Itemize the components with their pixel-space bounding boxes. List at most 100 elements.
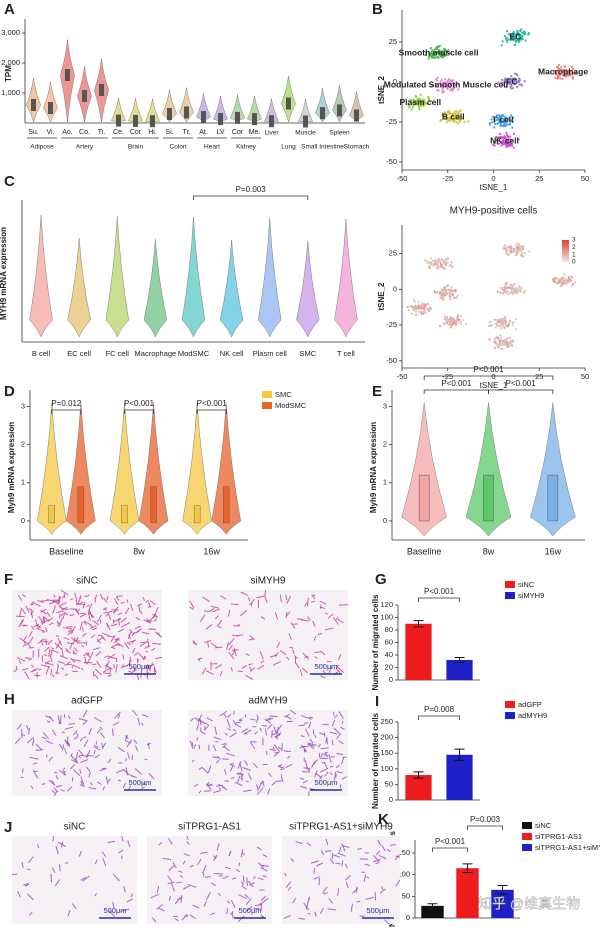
cell-stain — [155, 631, 161, 636]
cell-dot — [427, 57, 430, 60]
cell-dot — [429, 47, 432, 50]
watermark: 知乎 @维真生物 — [478, 896, 580, 912]
cell-stain — [136, 658, 140, 663]
cell-stain — [19, 609, 22, 617]
cell-stain — [127, 752, 130, 759]
cell-stain — [214, 726, 218, 735]
cell-dot — [553, 281, 556, 284]
violin — [296, 240, 320, 338]
y-axis-label: Number of migrated cells — [371, 712, 380, 809]
cell-stain — [155, 656, 163, 660]
cell-dot — [429, 264, 432, 267]
cell-stain — [242, 875, 245, 883]
x-tick-label: Me. — [249, 129, 261, 136]
y-tick-label: 80 — [385, 625, 393, 634]
cell-stain — [333, 714, 338, 719]
cell-stain — [320, 849, 325, 856]
group-label: Spleen — [329, 130, 350, 137]
cell-dot — [431, 53, 434, 56]
violin — [219, 239, 244, 338]
y-tick-label: 25 — [389, 37, 397, 46]
cell-stain — [152, 642, 161, 645]
cell-stain — [94, 859, 98, 865]
cell-stain — [126, 641, 131, 646]
cell-dot — [564, 75, 567, 78]
cell-dot — [496, 321, 499, 324]
cell-stain — [379, 888, 386, 894]
cell-dot — [459, 320, 463, 323]
cell-stain — [45, 626, 48, 633]
cell-stain — [273, 726, 277, 734]
cell-dot — [436, 260, 440, 264]
cell-dot — [511, 340, 515, 343]
cell-stain — [332, 617, 339, 625]
cell-stain — [258, 902, 262, 906]
cell-stain — [122, 654, 125, 660]
cell-dot — [418, 108, 421, 111]
legend-swatch — [262, 402, 272, 409]
cell-stain — [146, 674, 149, 680]
cell-stain — [226, 900, 231, 904]
cell-dot — [567, 279, 570, 282]
cell-dot — [521, 252, 524, 255]
cell-stain — [79, 784, 85, 788]
cell-stain — [80, 780, 84, 786]
cell-stain — [48, 648, 51, 657]
cell-dot — [516, 29, 519, 32]
cell-stain — [234, 781, 243, 787]
cell-stain — [141, 786, 146, 790]
cell-dot — [461, 117, 464, 120]
cell-dot — [506, 80, 509, 83]
cell-stain — [170, 882, 175, 892]
cell-dot — [501, 124, 504, 127]
cell-stain — [107, 653, 116, 660]
x-tick-label: SMC — [299, 349, 316, 358]
error-bar — [462, 863, 473, 873]
cell-dot — [463, 120, 466, 123]
cell-stain — [196, 723, 200, 731]
scale-bar-label: 500μm — [314, 778, 337, 787]
cell-dot — [499, 336, 502, 339]
cell-stain — [345, 874, 351, 881]
y-axis-label: MYH9 mRNA expression — [0, 227, 8, 320]
cell-stain — [226, 719, 231, 729]
legend-label: siMYH9 — [518, 591, 544, 600]
cell-dot — [442, 293, 445, 296]
cell-stain — [131, 668, 137, 673]
cell-dot — [510, 37, 513, 40]
cell-dot — [440, 54, 443, 57]
cell-stain — [325, 838, 329, 846]
cell-dot — [465, 322, 468, 326]
cell-stain — [309, 738, 314, 744]
cell-stain — [319, 600, 327, 605]
cell-dot — [559, 77, 562, 80]
cell-dot — [487, 324, 491, 328]
cell-stain — [260, 867, 268, 872]
cell-dot — [507, 341, 511, 345]
group-label: Heart — [204, 144, 220, 151]
cell-dot — [417, 99, 420, 102]
p-value: P<0.001 — [197, 399, 228, 408]
cluster-label: EC — [510, 31, 522, 41]
cell-stain — [107, 655, 116, 660]
cell-stain — [233, 647, 237, 657]
cell-stain — [117, 628, 125, 633]
violin — [138, 402, 169, 535]
cell-stain — [16, 723, 22, 730]
cell-stain — [57, 661, 65, 664]
cell-dot — [414, 310, 418, 313]
cell-stain — [272, 746, 275, 751]
cell-stain — [30, 625, 35, 630]
cell-stain — [83, 739, 89, 748]
cell-stain — [21, 734, 26, 736]
cell-dot — [508, 245, 511, 249]
cell-dot — [430, 51, 433, 54]
cell-dot — [410, 304, 413, 308]
cell-stain — [90, 782, 93, 786]
cell-stain — [61, 744, 65, 751]
cell-stain — [356, 848, 363, 850]
cell-dot — [497, 136, 501, 140]
cell-stain — [252, 876, 257, 879]
cell-stain — [114, 637, 120, 643]
cell-dot — [571, 73, 574, 76]
